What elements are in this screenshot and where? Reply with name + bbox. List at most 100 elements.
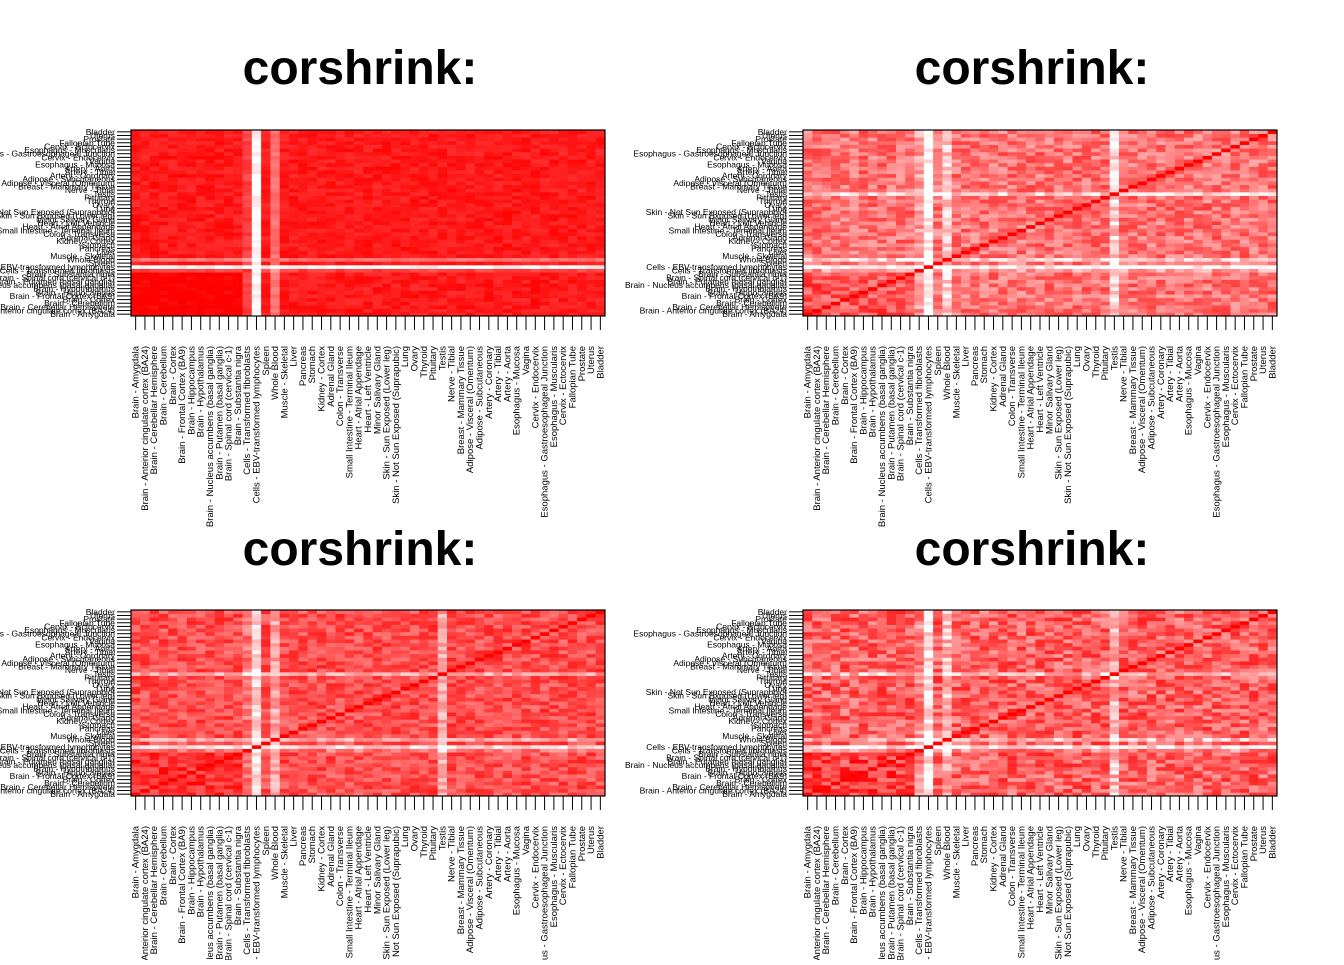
heatmap-cell	[933, 269, 943, 273]
heatmap-cell	[1082, 272, 1092, 276]
heatmap-cell	[131, 290, 141, 294]
heatmap-cell	[924, 309, 934, 313]
heatmap-cell	[531, 203, 541, 207]
heatmap-cell	[447, 185, 457, 189]
heatmap-cell	[849, 254, 859, 258]
heatmap-cell	[224, 280, 234, 284]
heatmap-cell	[1258, 283, 1268, 287]
heatmap-cell	[345, 130, 355, 134]
heatmap-cell	[952, 185, 962, 189]
heatmap-cell	[428, 196, 438, 200]
heatmap-cell	[531, 290, 541, 294]
heatmap-cell	[233, 163, 243, 167]
heatmap-cell	[1110, 283, 1120, 287]
heatmap-cell	[1212, 181, 1222, 185]
heatmap-cell	[1165, 210, 1175, 214]
heatmap-cell	[812, 185, 822, 189]
heatmap-cell	[308, 192, 318, 196]
heatmap-cell	[831, 221, 841, 225]
heatmap-cell	[859, 214, 869, 218]
heatmap-cell	[1054, 287, 1064, 291]
heatmap-cell	[215, 159, 225, 163]
heatmap-cell	[419, 137, 429, 141]
heatmap-cell	[896, 203, 906, 207]
heatmap-cell	[168, 225, 178, 229]
heatmap-cell	[1128, 309, 1138, 313]
heatmap-cell	[521, 148, 531, 152]
heatmap-cell	[280, 166, 290, 170]
heatmap-cell	[308, 294, 318, 298]
heatmap-cell	[1175, 177, 1185, 181]
heatmap-cell	[456, 134, 466, 138]
heatmap-cell	[933, 192, 943, 196]
heatmap-cell	[1091, 280, 1101, 284]
heatmap-cell	[326, 221, 336, 225]
heatmap-cell	[1091, 192, 1101, 196]
heatmap-cell	[1249, 265, 1259, 269]
heatmap-cell	[335, 163, 345, 167]
heatmap-cell	[568, 192, 578, 196]
heatmap-cell	[252, 163, 262, 167]
heatmap-cell	[131, 170, 141, 174]
heatmap-cell	[345, 134, 355, 138]
heatmap-cell	[961, 276, 971, 280]
heatmap-cell	[577, 203, 587, 207]
heatmap-cell	[345, 141, 355, 145]
heatmap-cell	[1221, 170, 1231, 174]
heatmap-cell	[363, 134, 373, 138]
heatmap-cell	[298, 214, 308, 218]
heatmap-cell	[224, 294, 234, 298]
heatmap-cell	[1138, 207, 1148, 211]
heatmap-cell	[1147, 232, 1157, 236]
heatmap-cell	[326, 152, 336, 156]
heatmap-cell	[877, 309, 887, 313]
heatmap-cell	[803, 236, 813, 240]
heatmap-cell	[373, 290, 383, 294]
heatmap-cell	[1045, 199, 1055, 203]
heatmap-cell	[456, 130, 466, 134]
heatmap-cell	[326, 276, 336, 280]
heatmap-cell	[456, 247, 466, 251]
heatmap-cell	[289, 196, 299, 200]
heatmap-cell	[1100, 298, 1110, 302]
heatmap-cell	[438, 305, 448, 309]
heatmap-cell	[317, 254, 327, 258]
heatmap-cell	[177, 250, 187, 254]
heatmap-cell	[484, 163, 494, 167]
heatmap-cell	[905, 207, 915, 211]
heatmap-cell	[131, 228, 141, 232]
heatmap-cell	[382, 269, 392, 273]
heatmap-cell	[1165, 159, 1175, 163]
heatmap-cell	[410, 261, 420, 265]
heatmap-cell	[289, 203, 299, 207]
heatmap-cell	[1045, 166, 1055, 170]
heatmap-cell	[447, 214, 457, 218]
heatmap-cell	[868, 258, 878, 262]
heatmap-cell	[1221, 287, 1231, 291]
heatmap-cell	[382, 305, 392, 309]
heatmap-cell	[540, 247, 550, 251]
heatmap-cell	[1184, 159, 1194, 163]
heatmap-cell	[326, 141, 336, 145]
heatmap-cell	[1193, 283, 1203, 287]
heatmap-cell	[215, 177, 225, 181]
heatmap-cell	[326, 199, 336, 203]
heatmap-cell	[326, 258, 336, 262]
heatmap-cell	[1268, 276, 1278, 280]
heatmap-cell	[1258, 170, 1268, 174]
heatmap-cell	[243, 192, 253, 196]
heatmap-cell	[475, 134, 485, 138]
heatmap-cell	[521, 261, 531, 265]
heatmap-cell	[1128, 181, 1138, 185]
heatmap-cell	[1240, 192, 1250, 196]
heatmap-cell	[1100, 232, 1110, 236]
heatmap-cell	[224, 170, 234, 174]
heatmap-cell	[177, 210, 187, 214]
heatmap-cell	[438, 174, 448, 178]
heatmap-cell	[205, 207, 215, 211]
heatmap-cell	[1249, 294, 1259, 298]
heatmap-cell	[1082, 170, 1092, 174]
heatmap-cell	[363, 192, 373, 196]
heatmap-cell	[1073, 287, 1083, 291]
heatmap-cell	[859, 287, 869, 291]
